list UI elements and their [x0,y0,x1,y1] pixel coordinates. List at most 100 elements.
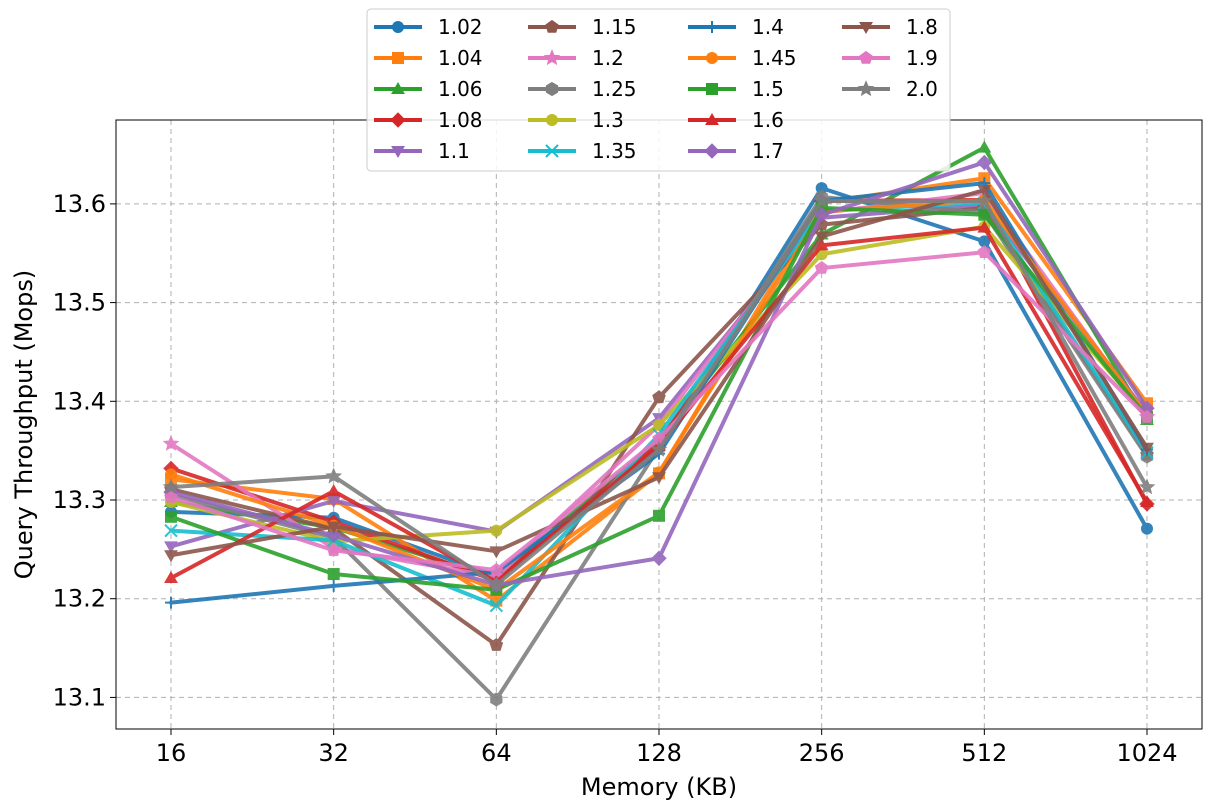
legend-item-1-04: 1.04 [374,46,483,70]
legend-label: 1.06 [438,77,483,101]
legend-label: 1.3 [592,108,624,132]
x-tick-label: 32 [318,739,349,767]
legend-label: 1.02 [438,15,483,39]
data-point-1-35 [489,598,504,613]
grid [116,120,1202,729]
data-point-1-7 [651,550,667,566]
legend-marker [705,112,719,125]
legend-label: 1.7 [752,139,784,163]
data-point-1-9 [814,260,829,274]
x-axis-label: Memory (KB) [581,773,737,801]
x-tick-label: 128 [636,739,682,767]
data-point-1-45 [165,468,177,481]
legend-item-1-7: 1.7 [688,139,784,163]
data-point-1-15 [652,390,666,404]
y-tick-label: 13.5 [53,289,106,317]
y-axis-ticks: 13.1 13.2 13.3 13.4 13.5 13.6 [53,190,116,711]
data-point-1-8 [1140,442,1154,455]
legend-marker [545,81,559,97]
data-point-1-9 [164,489,178,503]
y-tick-label: 13.1 [53,683,106,711]
data-point-1-4 [165,596,177,609]
data-point-1-4 [327,579,340,592]
legend-marker [706,21,718,33]
y-tick-label: 13.4 [53,387,106,415]
data-point-1-9 [326,543,341,557]
data-point-1-5 [327,568,340,581]
data-point-1-8 [977,185,992,198]
data-point-1-8 [326,521,341,534]
legend-item-1-35: 1.35 [528,139,637,163]
data-point-1-5 [978,208,991,221]
legend-label: 1.8 [906,15,938,39]
y-tick-label: 13.3 [53,486,106,514]
series-1-8 [164,185,1154,563]
x-tick-label: 512 [961,739,1007,767]
data-point-1-25 [490,692,503,707]
legend-marker [857,80,875,97]
data-point-2-0 [487,576,505,593]
legend-marker [706,52,718,64]
data-point-1-9 [977,245,992,259]
data-point-1-06 [977,140,992,153]
legend-marker [392,21,404,33]
data-point-1-9 [1140,409,1154,423]
legend-item-1-8: 1.8 [842,15,938,39]
series-layer [162,140,1156,707]
data-point-1-7 [813,207,830,223]
data-point-1-6 [164,570,178,583]
data-point-1-5 [653,509,665,522]
legend-item-1-9: 1.9 [842,46,938,70]
data-point-1-7 [976,154,993,171]
legend-item-1-5: 1.5 [688,77,784,101]
legend-item-1-1: 1.1 [374,139,470,163]
legend-frame [366,8,951,172]
data-point-1-1 [326,496,341,508]
data-point-2-0 [1138,478,1156,495]
y-tick-label: 13.2 [53,585,106,613]
legend-item-1-4: 1.4 [688,15,784,39]
data-point-1-9 [489,562,504,576]
legend-marker [706,83,718,95]
series-2-0 [162,192,1156,593]
data-point-1-6 [814,238,829,251]
data-point-2-0 [162,478,180,495]
legend-label: 1.08 [438,108,483,132]
legend-marker [390,112,406,128]
legend-label: 2.0 [906,77,938,101]
legend-label: 1.5 [752,77,784,101]
data-point-1-1 [164,541,178,554]
legend-label: 1.04 [438,46,483,70]
legend-marker [545,144,559,158]
data-point-1-2 [162,434,180,451]
legend-item-1-2: 1.2 [528,46,624,70]
legend-item-1-06: 1.06 [374,77,483,101]
x-tick-label: 256 [799,739,845,767]
series-1-9 [164,245,1154,576]
legend-item-1-6: 1.6 [688,108,784,132]
legend-item-1-3: 1.3 [528,108,624,132]
legend-label: 1.6 [752,108,784,132]
legend-marker [546,114,558,126]
legend-label: 1.2 [592,46,624,70]
data-point-1-15 [489,637,504,651]
data-point-1-8 [164,550,178,563]
data-point-1-8 [489,546,504,559]
x-axis-ticks: 16 32 64 128 256 512 1024 [156,729,1178,767]
legend-item-1-25: 1.25 [528,77,637,101]
legend-item-1-08: 1.08 [374,108,483,132]
legend-label: 1.4 [752,15,784,39]
y-tick-label: 13.6 [53,190,106,218]
legend-label: 1.1 [438,139,470,163]
data-point-1-35 [164,523,178,538]
legend-item-1-45: 1.45 [688,46,797,70]
data-point-1-3 [490,524,503,537]
legend-label: 1.15 [592,15,637,39]
data-point-1-8 [652,472,666,485]
data-point-2-0 [975,192,993,209]
legend-marker [704,143,720,159]
legend-item-1-15: 1.15 [528,15,637,39]
legend-marker [392,52,404,64]
legend-label: 1.45 [752,46,797,70]
